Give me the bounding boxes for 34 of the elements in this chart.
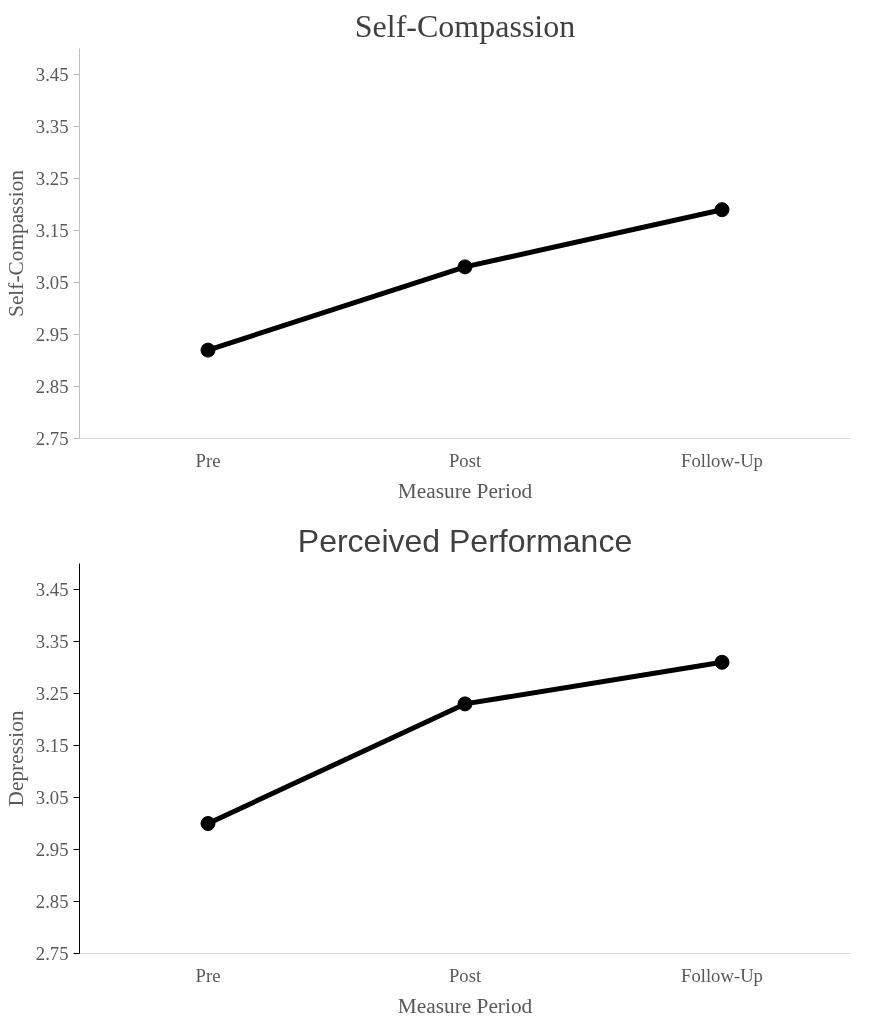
x-axis-title: Measure Period [397, 993, 533, 1018]
point [714, 202, 730, 218]
point [200, 816, 216, 831]
x-tick-label: Post [448, 449, 482, 471]
y-tick-label: 3.15 [35, 735, 69, 756]
y-tick-label: 3.05 [35, 787, 69, 808]
y-tick-label: 3.45 [35, 579, 69, 600]
y-tick-label: 3.15 [35, 220, 69, 241]
point [457, 259, 473, 275]
x-tick-label: Pre [195, 449, 221, 471]
y-tick-label: 3.45 [35, 64, 69, 85]
chart-title: Self-Compassion [354, 7, 576, 44]
point [200, 342, 216, 358]
x-tick-label: Follow-Up [681, 449, 763, 471]
x-axis-title: Measure Period [397, 478, 533, 503]
x-tick-label: Post [448, 964, 482, 986]
y-axis-title: Depression [3, 710, 28, 807]
y-tick-label: 2.95 [35, 324, 69, 345]
chart-title: Perceived Performance [297, 522, 633, 559]
y-tick-label: 2.85 [35, 891, 69, 912]
y-tick-label: 2.75 [35, 428, 69, 449]
y-tick-label: 3.25 [35, 683, 69, 704]
y-tick-label: 2.75 [35, 943, 69, 964]
x-tick-label: Follow-Up [681, 964, 763, 986]
y-tick-label: 3.05 [35, 272, 69, 293]
y-axis-title: Self-Compassion [3, 169, 28, 317]
y-tick-label: 2.85 [35, 376, 69, 397]
x-tick-label: Pre [195, 964, 221, 986]
point [714, 654, 730, 670]
y-tick-label: 3.35 [35, 116, 69, 137]
y-tick-label: 3.35 [35, 631, 69, 652]
y-tick-label: 2.95 [35, 839, 69, 860]
y-tick-label: 3.25 [35, 168, 69, 189]
point [457, 696, 473, 712]
